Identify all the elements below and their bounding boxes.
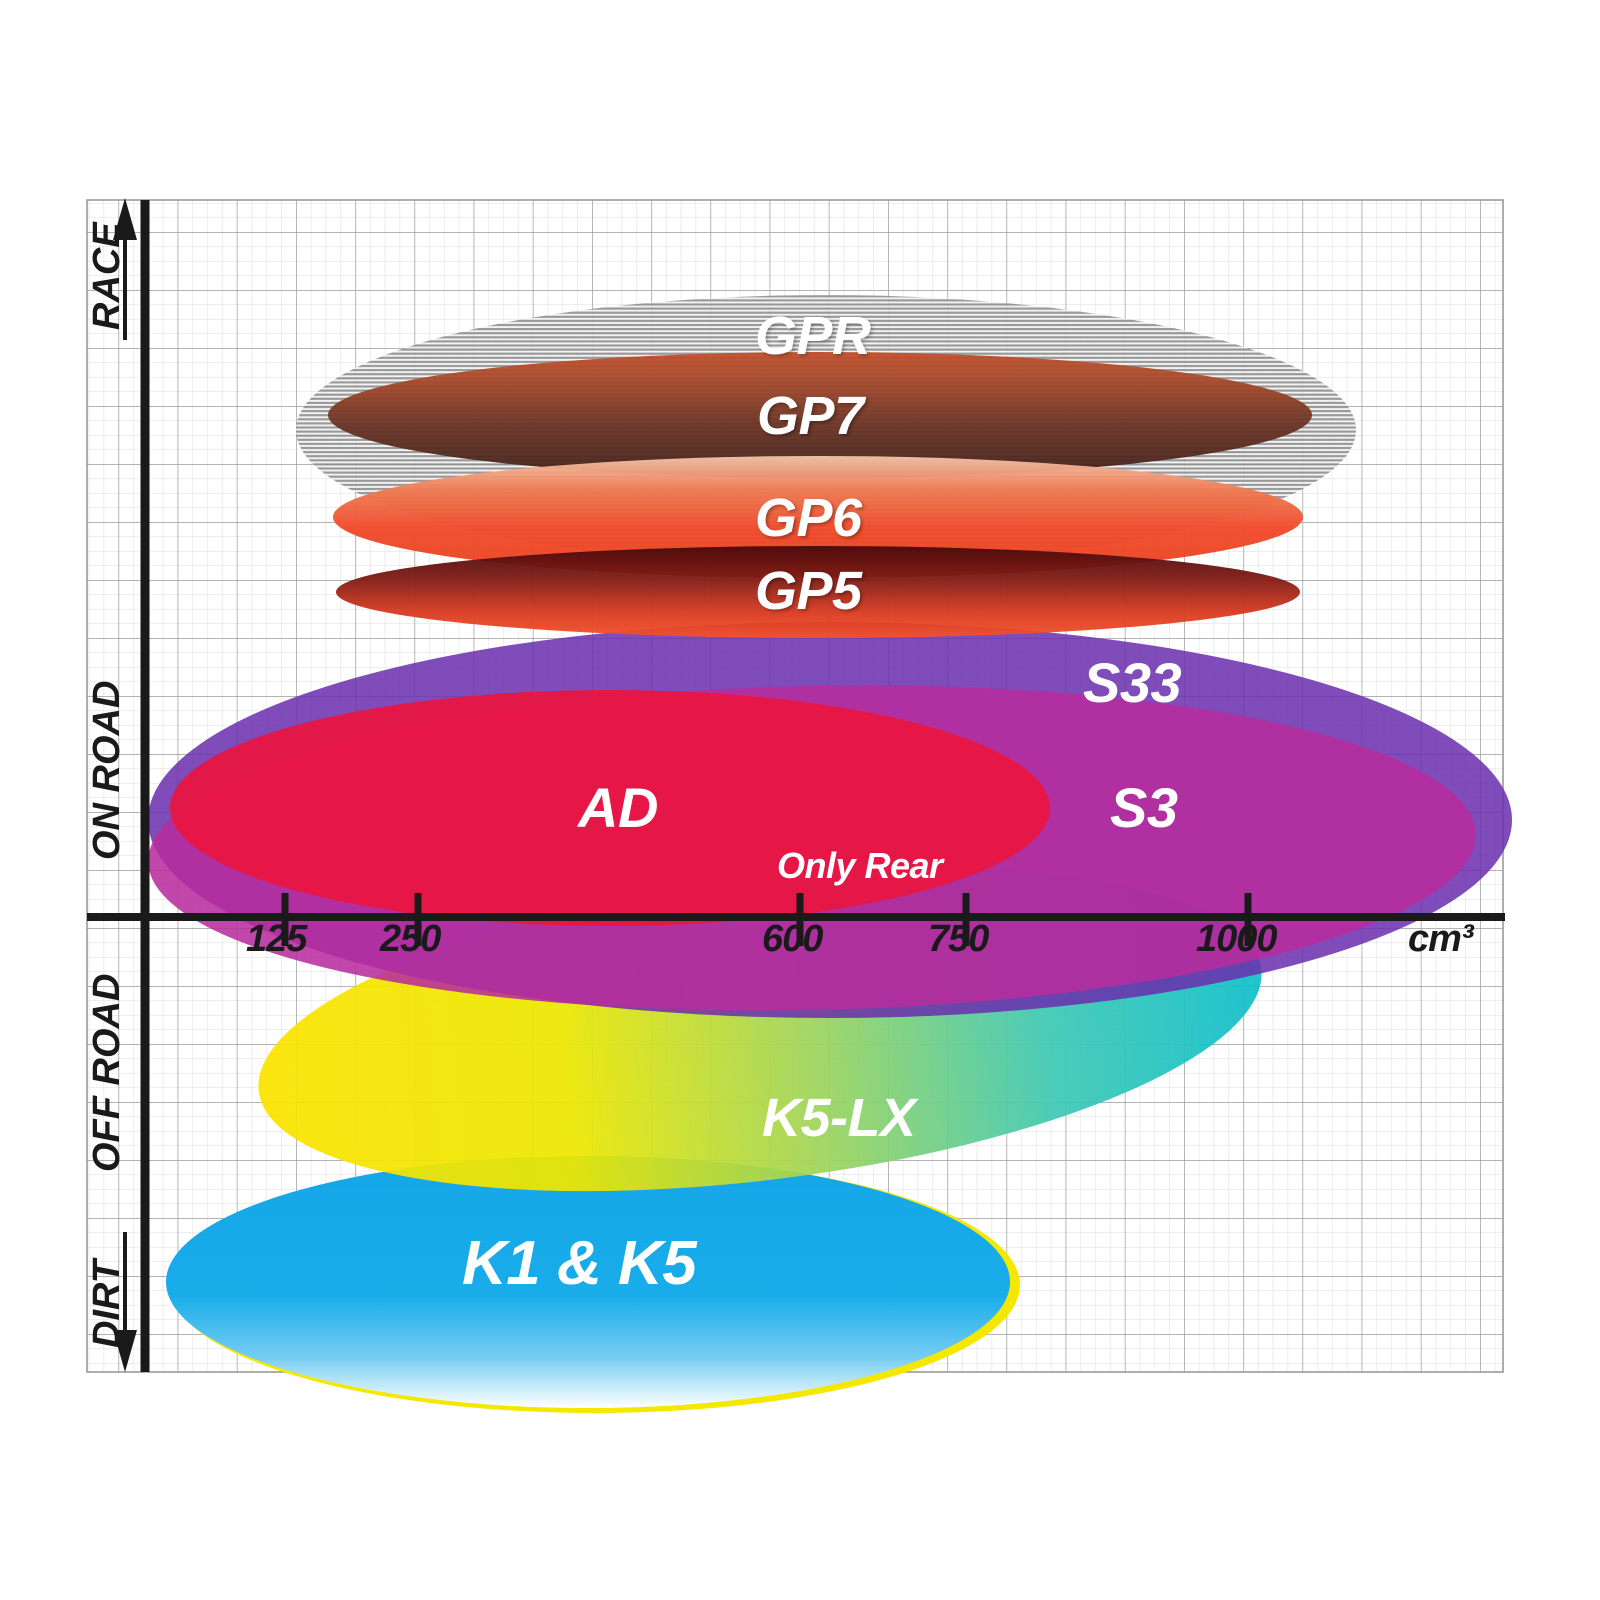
race-arrow-icon [113, 198, 137, 340]
x-tick-label-1000: 1000 [1196, 918, 1278, 960]
region-label-s33: S33 [1083, 651, 1182, 714]
x-tick-label-125: 125 [246, 918, 307, 960]
band-label-dirt: DIRT [86, 1260, 128, 1348]
region-label-gpr: GPR [755, 306, 871, 366]
region-k1k5[interactable] [166, 1156, 1020, 1413]
region-label-s3: S3 [1110, 776, 1178, 839]
region-label-k1k5: K1 & K5 [462, 1229, 697, 1298]
region-label-only-rear: Only Rear [777, 845, 943, 886]
band-label-off-road: OFF ROAD [86, 973, 128, 1172]
x-axis-unit-label: cm³ [1408, 918, 1474, 960]
region-ad[interactable] [170, 690, 1050, 926]
region-gp7[interactable] [328, 352, 1312, 478]
region-gp6[interactable] [333, 456, 1303, 578]
region-gp5[interactable] [336, 546, 1300, 638]
x-axis-ticks [281, 893, 1252, 946]
region-label-gp6: GP6 [755, 488, 862, 548]
dirt-arrow-icon [113, 1232, 137, 1372]
x-tick-label-250: 250 [380, 918, 441, 960]
x-tick-label-750: 750 [928, 918, 989, 960]
region-label-ad: AD [578, 776, 658, 839]
band-label-on-road: ON ROAD [86, 680, 128, 860]
x-tick-label-600: 600 [762, 918, 823, 960]
axes-group [87, 198, 1505, 1372]
band-label-race: RACE [86, 222, 128, 330]
region-label-gp5: GP5 [755, 561, 862, 621]
region-label-gp7: GP7 [757, 386, 864, 446]
region-label-k5lx: K5-LX [762, 1088, 916, 1148]
